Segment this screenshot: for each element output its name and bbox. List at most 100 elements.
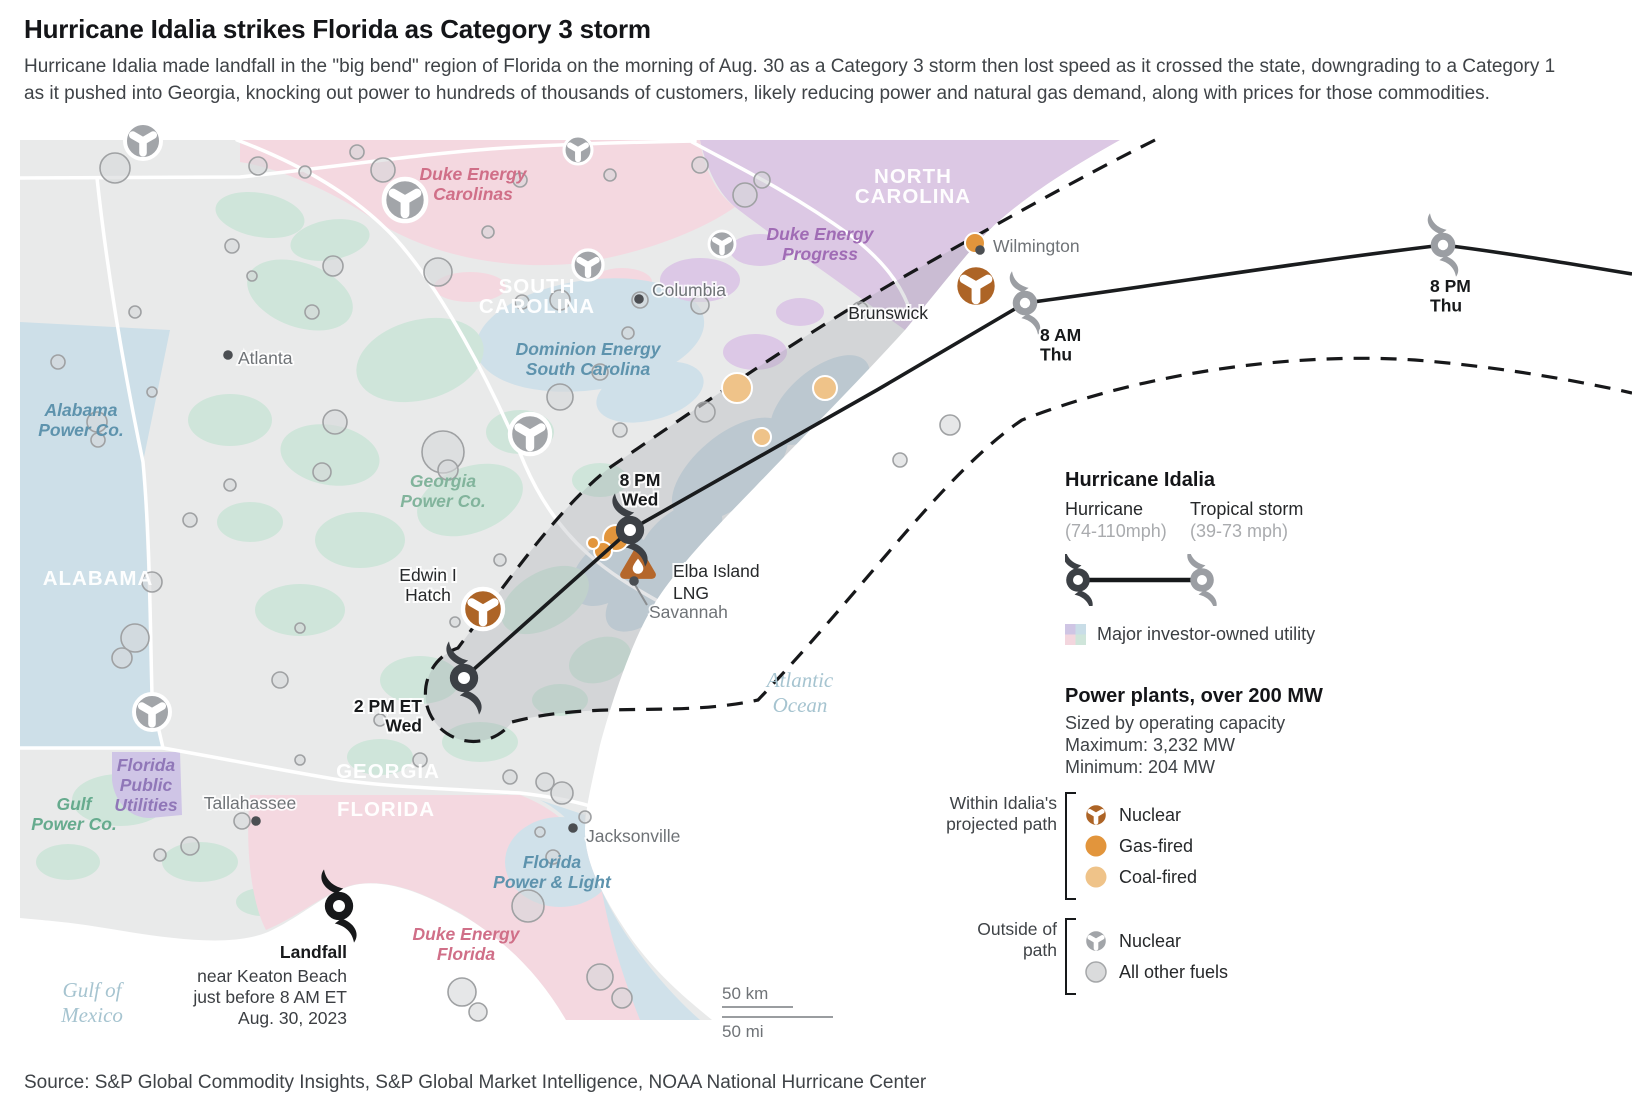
legend-hurricane-title: Hurricane Idalia (1065, 469, 1216, 491)
legend-plants-max: Maximum: 3,232 MW (1065, 735, 1236, 755)
power-plant-marker (111, 647, 133, 669)
tropical-storm-icon (1187, 554, 1217, 606)
nuclear-plant-icon (381, 176, 429, 224)
forecast-cone-outline (423, 138, 1632, 744)
hurricane-icon (446, 641, 482, 715)
legend-plants-title: Power plants, over 200 MW (1065, 685, 1323, 707)
map-label: ALABAMA (43, 567, 154, 590)
power-plant-marker (223, 478, 237, 492)
city-dot (223, 350, 233, 360)
legend-outside-label-line2: path (1022, 940, 1057, 960)
power-plant-marker (322, 409, 348, 435)
power-plant-marker (141, 571, 163, 593)
map-label: NORTH CAROLINA (855, 165, 971, 208)
hurricane-strength-icons (1065, 554, 1217, 606)
map-label: Wilmington (993, 236, 1080, 256)
nuclear-plant-icon (571, 248, 605, 282)
power-plant-marker (549, 289, 571, 311)
legend-storm-speed: (39-73 mph) (1190, 521, 1289, 541)
storm-track-line (462, 243, 1632, 680)
power-plant-marker (511, 889, 545, 923)
nuclear-plant-icon (562, 134, 594, 166)
scale-km-label: 50 km (722, 984, 769, 1003)
legend-nuclear-out-label: Nuclear (1119, 930, 1182, 951)
legend-outside-group: Outside of path Nuclear All other fuels (905, 918, 1465, 995)
map-label: Savannah (649, 602, 728, 622)
map-label: near Keaton Beach just before 8 AM ET Aug.… (192, 966, 347, 1028)
legend-plants-subtitle: Sized by operating capacity (1065, 713, 1286, 733)
power-plant-marker (753, 171, 771, 189)
coal-plant-marker (812, 375, 838, 401)
map-label: Tallahassee (204, 793, 296, 813)
city-dot (629, 576, 639, 586)
map-label: 8 PM Thu (1430, 276, 1471, 316)
map-label: Gulf Power Co. (31, 794, 117, 834)
map-label: Duke Energy Carolinas (420, 164, 528, 204)
power-plant-marker (298, 165, 312, 179)
map-label: Florida Power & Light (493, 852, 612, 892)
map-label: Dominion Energy South Carolina (516, 339, 662, 379)
map-label: FLORIDA (337, 798, 435, 821)
power-plant-marker (412, 752, 428, 768)
power-plant-marker (248, 156, 268, 176)
power-plant-marker (535, 772, 555, 792)
legend-outside-label-line1: Outside of (977, 919, 1057, 939)
map-label: Columbia (652, 280, 726, 300)
map-label: Atlantic Ocean (765, 668, 834, 717)
power-plant-marker (312, 462, 332, 482)
power-plant-marker (694, 401, 716, 423)
power-plant-marker (447, 977, 477, 1007)
coal-plant-marker (752, 427, 772, 447)
gas-plant-marker (586, 536, 600, 550)
power-plant-marker (128, 305, 142, 319)
map-label: Florida Public Utilities (114, 755, 177, 815)
power-plant-marker (591, 363, 609, 381)
nuclear-in-path-icon (1083, 802, 1109, 828)
nuclear-out-path-icon (1083, 928, 1109, 954)
legend-storm-label: Tropical storm (1190, 499, 1304, 519)
map-label: Georgia Power Co. (400, 471, 486, 511)
power-plant-marker (294, 754, 306, 766)
legend-nuclear-label: Nuclear (1119, 804, 1182, 825)
legend-bracket (1065, 918, 1076, 995)
legend-coal-label: Coal-fired (1119, 866, 1198, 887)
nuclear-plant-icon (707, 229, 737, 259)
power-plant-marker (99, 152, 131, 184)
power-plant-marker (153, 848, 167, 862)
power-plant-marker (546, 383, 574, 411)
map-label: Alabama Power Co. (38, 400, 124, 440)
power-plant-marker (732, 182, 758, 208)
power-plant-marker (611, 987, 633, 1009)
nuclear-plant-icon (952, 262, 1000, 310)
page-subtitle: Hurricane Idalia made landfall in the "b… (24, 56, 1556, 104)
power-plant-marker (449, 616, 461, 628)
map-label: 8 AM Thu (1040, 325, 1081, 365)
legend-within-label-line2: projected path (946, 814, 1057, 834)
header: Hurricane Idalia strikes Florida as Cate… (24, 14, 1604, 107)
power-plant-marker (90, 432, 106, 448)
tropical-storm-icon (1427, 213, 1459, 277)
power-plant-marker (502, 769, 518, 785)
map-label: Gulf of Mexico (60, 978, 125, 1027)
power-plant-marker (545, 849, 561, 865)
power-plant-marker (294, 622, 306, 634)
nuclear-plant-icon (132, 692, 172, 732)
map-label: 2 PM ET Wed (354, 696, 422, 736)
power-plant-marker (182, 512, 198, 528)
city-dot (568, 823, 578, 833)
power-plant-marker (690, 295, 710, 315)
power-plant-marker (550, 781, 574, 805)
scale-km-line (722, 1006, 793, 1008)
map-label: Elba Island LNG (673, 561, 760, 603)
scale-mi-line (722, 1016, 833, 1018)
power-plant-marker (468, 1002, 488, 1022)
power-plant-marker (534, 826, 546, 838)
power-plant-marker (851, 301, 869, 319)
map-label: Duke Energy Florida (413, 924, 521, 964)
legend-other-fuels-label: All other fuels (1119, 961, 1229, 982)
power-plant-marker (493, 553, 507, 567)
power-plant-marker (180, 836, 200, 856)
legend-within-group: Within Idalia's projected path Nuclear G… (905, 792, 1465, 900)
source-line: Source: S&P Global Commodity Insights, S… (24, 1072, 927, 1093)
